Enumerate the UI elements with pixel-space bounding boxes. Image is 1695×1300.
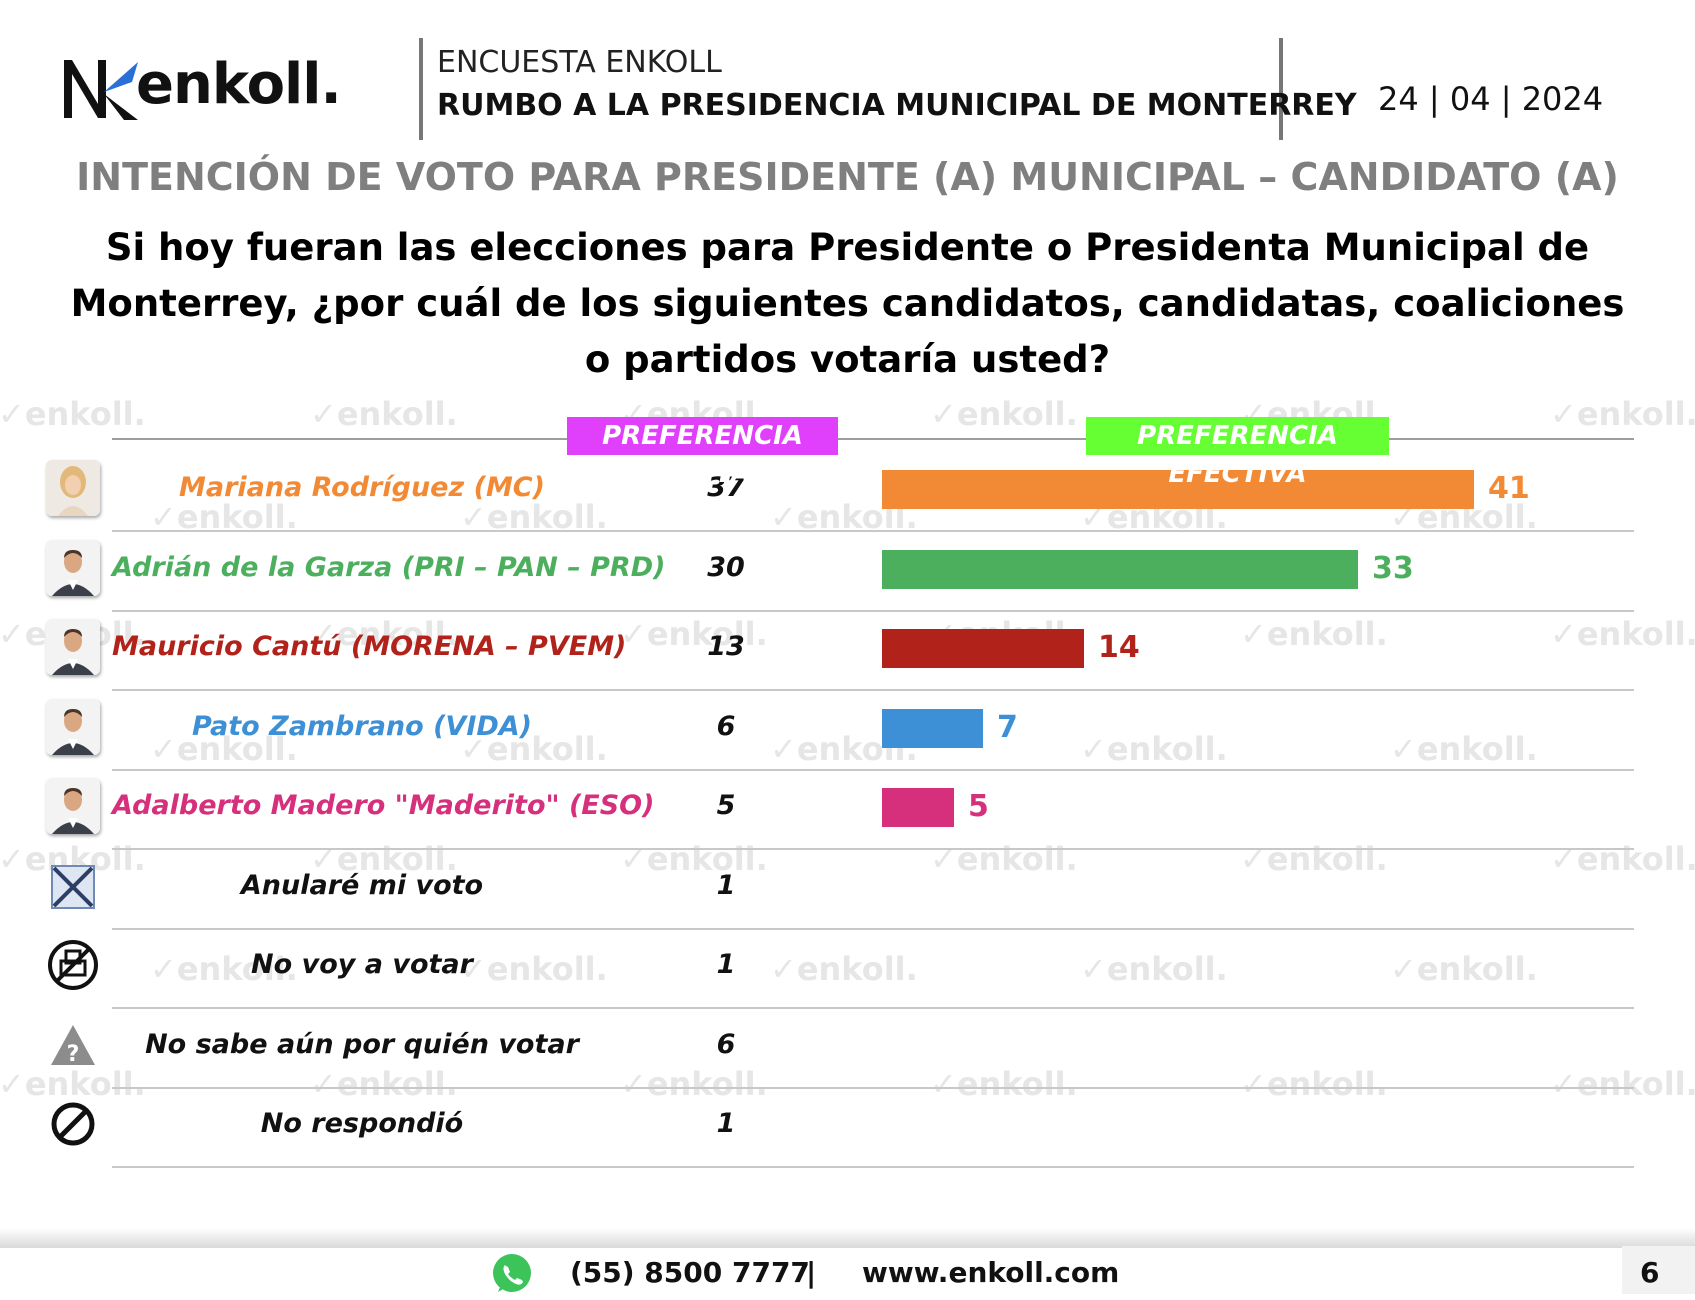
bruta-value: 30 bbox=[707, 552, 745, 583]
row-divider bbox=[112, 1087, 1634, 1089]
chart-row: No respondió 1 bbox=[0, 1086, 1695, 1168]
bruta-value: 1 bbox=[716, 870, 736, 901]
efectiva-value: 33 bbox=[1372, 551, 1414, 586]
row-label: Adrián de la Garza (PRI – PAN – PRD) bbox=[112, 552, 666, 583]
svg-text:?: ? bbox=[67, 1042, 80, 1067]
row-label: No respondió bbox=[260, 1108, 464, 1139]
contact-phone: (55) 8500 7777 bbox=[570, 1256, 810, 1289]
row-divider bbox=[112, 848, 1634, 850]
chart-row: No voy a votar 1 bbox=[0, 927, 1695, 1009]
section-title: INTENCIÓN DE VOTO PARA PRESIDENTE (A) MU… bbox=[76, 155, 1619, 199]
row-label: Anularé mi voto bbox=[240, 870, 484, 901]
row-label: Pato Zambrano (VIDA) bbox=[191, 711, 533, 742]
chart-row: Anularé mi voto 1 bbox=[0, 848, 1695, 930]
page-number-box bbox=[1622, 1246, 1695, 1294]
bruta-value: 37 bbox=[690, 472, 762, 503]
efectiva-bar bbox=[882, 788, 954, 827]
bruta-value: 6 bbox=[716, 1029, 736, 1060]
bruta-value: 6 bbox=[716, 711, 736, 742]
bruta-value: 1 bbox=[716, 1108, 736, 1139]
efectiva-value: 5 bbox=[968, 789, 989, 824]
chart-row: Mauricio Cantú (MORENA – PVEM) 13 14 bbox=[0, 609, 1695, 691]
survey-question: Si hoy fueran las elecciones para Presid… bbox=[70, 226, 1625, 381]
bruta-value: 13 bbox=[707, 631, 745, 662]
chart-row: Adrián de la Garza (PRI – PAN – PRD) 30 33 bbox=[0, 530, 1695, 612]
footer-separator: | bbox=[806, 1256, 817, 1289]
chart-row: Adalberto Madero "Maderito" (ESO) 5 5 bbox=[0, 768, 1695, 850]
candidate-photo-man-icon bbox=[46, 619, 100, 675]
footer-shadow bbox=[0, 1228, 1695, 1248]
row-label: Adalberto Madero "Maderito" (ESO) bbox=[112, 790, 655, 821]
chart-row: Mariana Rodríguez (MC) 37 41 bbox=[0, 438, 1695, 532]
row-divider bbox=[112, 530, 1634, 532]
candidate-photo-man-icon bbox=[46, 778, 100, 834]
row-divider bbox=[112, 689, 1634, 691]
bruta-value: 5 bbox=[716, 790, 736, 821]
row-label: No sabe aún por quién votar bbox=[145, 1029, 579, 1060]
row-divider bbox=[112, 1007, 1634, 1009]
efectiva-value: 14 bbox=[1098, 630, 1140, 665]
no-vote-icon bbox=[46, 937, 100, 993]
enkoll-logo: enkoll. bbox=[60, 48, 360, 138]
efectiva-value: 7 bbox=[997, 710, 1018, 745]
row-label: Mauricio Cantú (MORENA – PVEM) bbox=[112, 631, 627, 662]
candidate-photo-woman-icon bbox=[46, 460, 100, 516]
row-divider bbox=[112, 1166, 1634, 1168]
column-header-efectiva: PREFERENCIA EFECTIVA bbox=[1086, 417, 1389, 489]
annulled-ballot-icon bbox=[46, 858, 100, 914]
column-header-bruta: PREFERENCIA BRUTA bbox=[567, 417, 838, 489]
header-divider-left bbox=[419, 38, 423, 140]
survey-title: RUMBO A LA PRESIDENCIA MUNICIPAL DE MONT… bbox=[437, 88, 1357, 123]
chart-row: ? No sabe aún por quién votar 6 bbox=[0, 1007, 1695, 1089]
efectiva-bar bbox=[882, 629, 1084, 668]
row-divider bbox=[112, 769, 1634, 771]
row-label: Mariana Rodríguez (MC) bbox=[179, 472, 545, 503]
prohibited-icon bbox=[46, 1096, 100, 1152]
row-divider bbox=[112, 928, 1634, 930]
warning-question-icon: ? bbox=[46, 1017, 100, 1073]
page-number: 6 bbox=[1640, 1256, 1660, 1289]
whatsapp-icon bbox=[490, 1252, 534, 1296]
survey-label: ENCUESTA ENKOLL bbox=[437, 45, 722, 80]
efectiva-bar bbox=[882, 550, 1358, 589]
survey-date: 24 | 04 | 2024 bbox=[1378, 80, 1604, 118]
candidate-photo-man-icon bbox=[46, 699, 100, 755]
chart-row: Pato Zambrano (VIDA) 6 7 bbox=[0, 689, 1695, 771]
header-divider-right bbox=[1279, 38, 1283, 140]
efectiva-bar bbox=[882, 470, 1474, 509]
footer bbox=[0, 1248, 1695, 1294]
bruta-value: 1 bbox=[716, 949, 736, 980]
row-divider bbox=[112, 610, 1634, 612]
efectiva-value: 41 bbox=[1488, 471, 1530, 506]
enkoll-logo-text: enkoll. bbox=[136, 52, 342, 117]
candidate-photo-man-icon bbox=[46, 540, 100, 596]
enkoll-logo-mark-icon bbox=[64, 60, 138, 120]
chart-header-line bbox=[112, 438, 1634, 440]
row-label: No voy a votar bbox=[251, 949, 473, 980]
contact-website[interactable]: www.enkoll.com bbox=[862, 1256, 1120, 1289]
efectiva-bar bbox=[882, 709, 983, 748]
